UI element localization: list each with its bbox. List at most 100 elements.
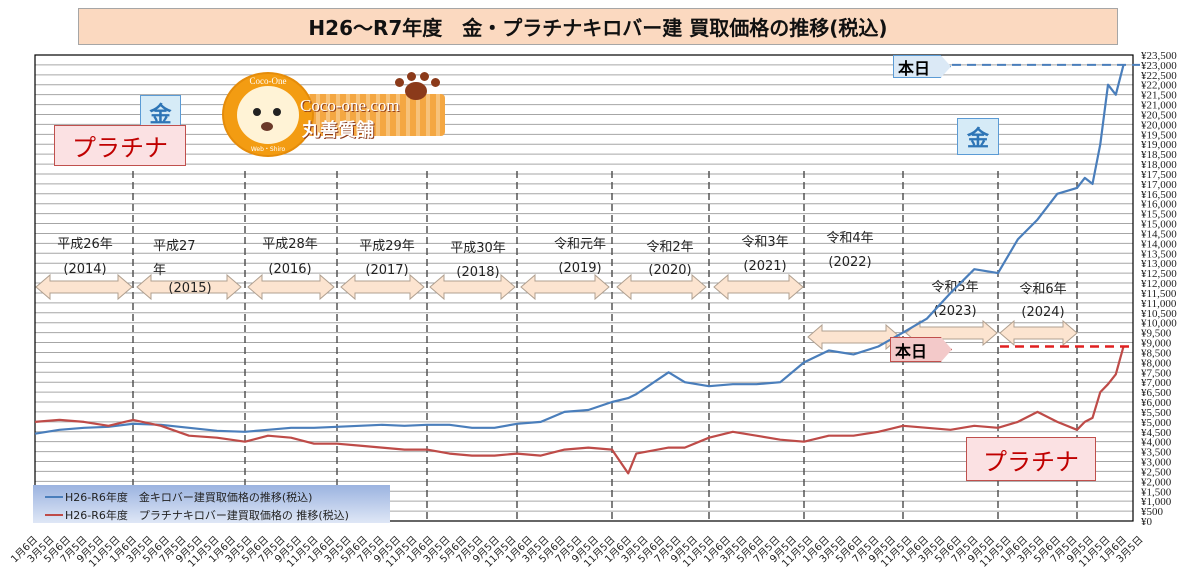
legend-item-platinum: H26-R6年度 プラチナキロバー建買取価格の 推移(税込) bbox=[45, 507, 349, 523]
y-tick-label: ¥2,000 bbox=[1141, 476, 1172, 488]
era-label: 平成29年 bbox=[359, 239, 415, 254]
y-tick-label: ¥22,500 bbox=[1141, 70, 1177, 82]
era-label: 令和2年 bbox=[646, 240, 693, 255]
logo: Coco-One Web・Shiro Coco-one.com 丸善質舗 bbox=[222, 72, 452, 157]
legend-label-gold: H26-R6年度 金キロバー建買取価格の推移(税込) bbox=[65, 491, 313, 504]
y-tick-label: ¥9,500 bbox=[1141, 328, 1172, 340]
y-tick-label: ¥15,500 bbox=[1141, 209, 1177, 221]
era-label: 平成28年 bbox=[262, 237, 318, 252]
y-tick-label: ¥10,000 bbox=[1141, 318, 1177, 330]
y-tick-label: ¥15,000 bbox=[1141, 219, 1177, 231]
era-label: 令和4年 bbox=[826, 231, 873, 246]
x-axis-labels: 1月6日3月5日5月6日7月5日9月5日11月5日1月6日3月5日5月6日7月5… bbox=[8, 534, 1145, 570]
era-arrow bbox=[35, 273, 133, 301]
y-tick-label: ¥21,500 bbox=[1141, 90, 1177, 102]
y-tick-label: ¥3,000 bbox=[1141, 457, 1172, 469]
era-arrow bbox=[520, 273, 610, 301]
legend-swatch-gold bbox=[45, 496, 63, 498]
dog-icon bbox=[237, 85, 299, 144]
y-tick-label: ¥12,500 bbox=[1141, 268, 1177, 280]
y-tick-label: ¥17,500 bbox=[1141, 169, 1177, 181]
y-tick-label: ¥2,500 bbox=[1141, 466, 1172, 478]
era-year: (2014) bbox=[63, 262, 106, 277]
era-arrow bbox=[340, 273, 425, 301]
y-tick-label: ¥5,500 bbox=[1141, 407, 1172, 419]
era-label: 平成27年 bbox=[153, 239, 196, 278]
gold-price-line bbox=[34, 64, 1125, 435]
y-tick-label: ¥5,000 bbox=[1141, 417, 1172, 429]
platinum-price-line bbox=[34, 346, 1125, 475]
y-tick-label: ¥23,000 bbox=[1141, 60, 1177, 72]
platinum-label-box-right: プラチナ bbox=[966, 437, 1096, 481]
y-tick-label: ¥11,500 bbox=[1141, 288, 1177, 300]
y-tick-label: ¥18,500 bbox=[1141, 149, 1177, 161]
y-tick-label: ¥7,500 bbox=[1141, 367, 1172, 379]
y-tick-label: ¥20,000 bbox=[1141, 119, 1177, 131]
y-tick-label: ¥16,000 bbox=[1141, 199, 1177, 211]
era-label: 令和6年 bbox=[1019, 282, 1066, 297]
gold-label-box-right: 金 bbox=[957, 118, 999, 155]
legend-swatch-platinum bbox=[45, 514, 63, 516]
era-arrow bbox=[429, 273, 516, 301]
era-year: (2024) bbox=[1021, 305, 1064, 320]
era-arrow bbox=[713, 273, 804, 301]
y-tick-label: ¥17,000 bbox=[1141, 179, 1177, 191]
era-year: (2021) bbox=[743, 259, 786, 274]
y-tick-label: ¥14,000 bbox=[1141, 238, 1177, 250]
era-arrow bbox=[807, 323, 901, 351]
y-tick-label: ¥8,000 bbox=[1141, 357, 1172, 369]
y-tick-label: ¥6,000 bbox=[1141, 397, 1172, 409]
y-tick-label: ¥8,500 bbox=[1141, 347, 1172, 359]
y-tick-label: ¥19,000 bbox=[1141, 139, 1177, 151]
era-arrow bbox=[999, 319, 1078, 347]
y-tick-label: ¥4,000 bbox=[1141, 437, 1172, 449]
y-tick-label: ¥10,500 bbox=[1141, 308, 1177, 320]
y-tick-label: ¥16,500 bbox=[1141, 189, 1177, 201]
era-label: 平成26年 bbox=[57, 237, 113, 252]
y-tick-label: ¥19,500 bbox=[1141, 129, 1177, 141]
era-label: 令和元年 bbox=[554, 237, 606, 252]
gridlines bbox=[35, 54, 1133, 522]
y-tick-label: ¥14,500 bbox=[1141, 228, 1177, 240]
today-lines bbox=[952, 63, 1140, 348]
y-tick-label: ¥11,000 bbox=[1141, 298, 1177, 310]
logo-circle-text: Coco-One bbox=[249, 76, 287, 86]
platinum-label-box: プラチナ bbox=[54, 125, 186, 166]
y-tick-label: ¥4,500 bbox=[1141, 427, 1172, 439]
chart-title: H26～R7年度 金・プラチナキロバー建 買取価格の推移(税込) bbox=[78, 8, 1118, 45]
paw-icon bbox=[387, 72, 447, 102]
era-year: (2020) bbox=[648, 263, 691, 278]
y-tick-label: ¥20,500 bbox=[1141, 109, 1177, 121]
y-tick-label: ¥9,000 bbox=[1141, 338, 1172, 350]
series-lines bbox=[34, 64, 1125, 475]
logo-small-text: Web・Shiro bbox=[250, 146, 286, 153]
legend-label-platinum: H26-R6年度 プラチナキロバー建買取価格の 推移(税込) bbox=[65, 509, 349, 522]
era-year: (2019) bbox=[558, 261, 601, 276]
era-label: 平成30年 bbox=[450, 241, 506, 256]
legend-item-gold: H26-R6年度 金キロバー建買取価格の推移(税込) bbox=[45, 489, 312, 505]
y-tick-label: ¥13,500 bbox=[1141, 248, 1177, 260]
era-arrow bbox=[616, 273, 707, 301]
today-label-gold: 本日 bbox=[893, 55, 951, 78]
today-label-platinum: 本日 bbox=[890, 337, 952, 362]
y-tick-label: ¥12,000 bbox=[1141, 278, 1177, 290]
era-year: (2023) bbox=[933, 304, 976, 319]
plot-frame bbox=[34, 54, 1134, 522]
y-tick-label: ¥6,500 bbox=[1141, 387, 1172, 399]
era-year: (2015) bbox=[168, 281, 211, 296]
logo-shop: 丸善質舗 bbox=[302, 120, 374, 141]
y-tick-label: ¥1,500 bbox=[1141, 486, 1172, 498]
y-tick-label: ¥500 bbox=[1141, 506, 1164, 518]
era-year: (2018) bbox=[456, 265, 499, 280]
y-tick-label: ¥13,000 bbox=[1141, 258, 1177, 270]
y-tick-label: ¥18,000 bbox=[1141, 159, 1177, 171]
y-tick-label: ¥0 bbox=[1141, 516, 1153, 528]
y-tick-label: ¥21,000 bbox=[1141, 100, 1177, 112]
era-arrow bbox=[136, 273, 242, 301]
logo-site: Coco-one.com bbox=[300, 96, 400, 115]
y-tick-label: ¥23,500 bbox=[1141, 50, 1177, 62]
y-tick-label: ¥1,000 bbox=[1141, 496, 1172, 508]
y-tick-label: ¥22,000 bbox=[1141, 80, 1177, 92]
legend: H26-R6年度 金キロバー建買取価格の推移(税込) H26-R6年度 プラチナ… bbox=[33, 485, 390, 523]
